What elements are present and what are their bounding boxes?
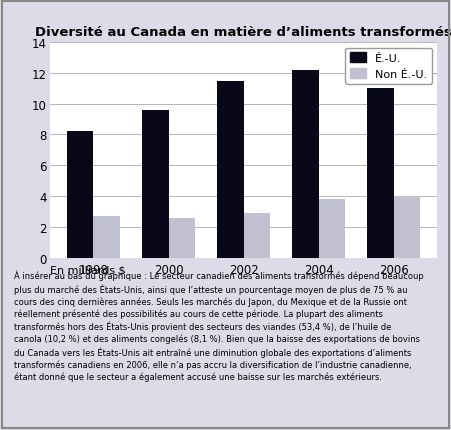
Text: En milliards $: En milliards $ <box>50 264 125 274</box>
Bar <box>217 81 244 258</box>
Bar <box>244 213 270 258</box>
Bar <box>142 111 169 258</box>
Bar <box>292 71 318 258</box>
Bar <box>318 200 345 258</box>
Legend: É.-U., Non É.-U.: É.-U., Non É.-U. <box>345 49 432 84</box>
Bar <box>169 218 195 258</box>
Bar <box>67 132 93 258</box>
Bar <box>93 217 120 258</box>
Text: À insérer au bas du graphique : Le secteur canadien des aliments transformés dép: À insérer au bas du graphique : Le secte… <box>14 270 423 381</box>
Bar <box>367 89 394 258</box>
Title: Diversité au Canada en matière d’aliments transformés: Diversité au Canada en matière d’aliment… <box>35 26 451 39</box>
Bar <box>394 197 420 258</box>
